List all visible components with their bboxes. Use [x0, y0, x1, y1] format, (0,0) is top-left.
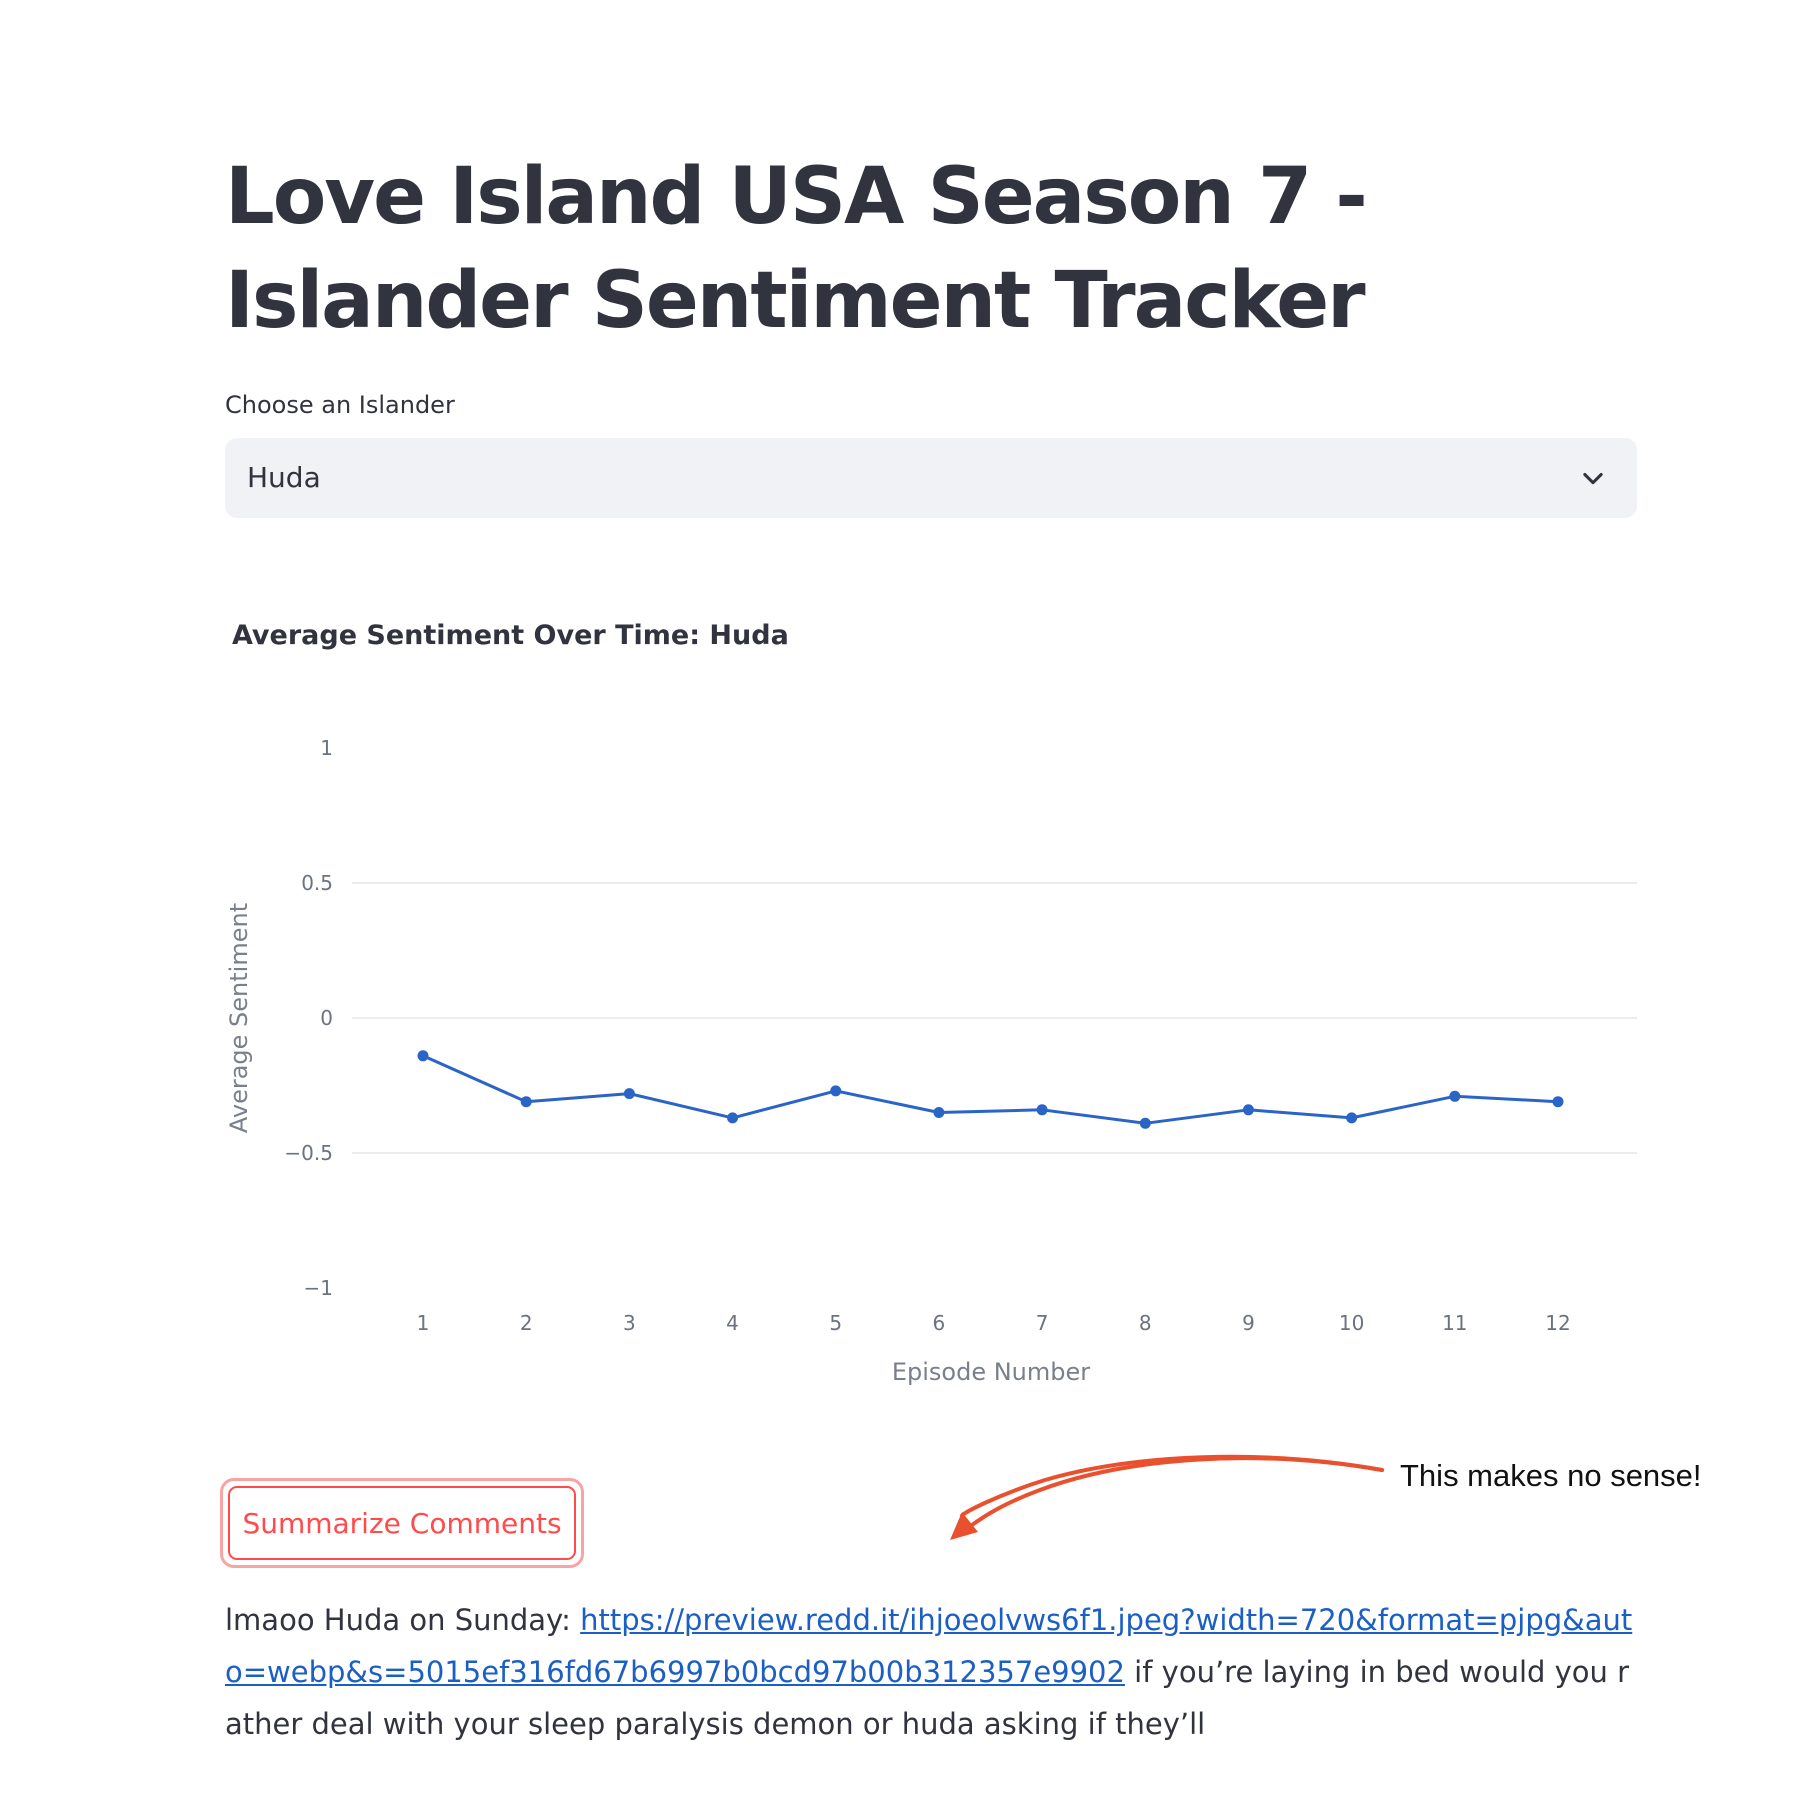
data-point — [727, 1112, 739, 1124]
comment-text: lmaoo Huda on Sunday: https://preview.re… — [225, 1594, 1645, 1750]
y-tick-label: 1 — [320, 736, 333, 760]
data-point — [1449, 1090, 1461, 1102]
y-tick-label: −1 — [304, 1276, 333, 1300]
x-tick-label: 3 — [623, 1311, 636, 1335]
annotation-arrowhead — [950, 1512, 978, 1540]
comment-prefix: lmaoo Huda on Sunday: — [225, 1603, 581, 1637]
comment-suffix: if you’re laying in bed would you rather… — [225, 1655, 1630, 1741]
sentiment-chart: Average Sentiment Over Time: Huda 1 0.5 0 −… — [225, 600, 1650, 1400]
y-axis-title: Average Sentiment — [225, 903, 253, 1133]
x-tick-label: 8 — [1139, 1311, 1152, 1335]
annotation-text: This makes no sense! — [1400, 1458, 1702, 1493]
x-tick-label: 2 — [520, 1311, 533, 1335]
page-title: Love Island USA Season 7 - Islander Sent… — [225, 152, 1368, 346]
islander-select-label: Choose an Islander — [225, 391, 455, 419]
annotation-arrow-line — [959, 1454, 1384, 1518]
data-point — [417, 1050, 429, 1062]
islander-select[interactable]: Huda — [225, 438, 1637, 518]
summarize-comments-label: Summarize Comments — [228, 1486, 576, 1560]
x-tick-label: 9 — [1242, 1311, 1255, 1335]
data-point — [1552, 1096, 1564, 1108]
chart-title: Average Sentiment Over Time: Huda — [232, 620, 789, 651]
y-tick-label: 0 — [320, 1006, 333, 1030]
y-tick-label: −0.5 — [284, 1141, 333, 1165]
data-point — [1036, 1104, 1048, 1116]
x-tick-label: 12 — [1545, 1311, 1570, 1335]
x-tick-label: 7 — [1036, 1311, 1049, 1335]
summarize-comments-button[interactable]: Summarize Comments — [220, 1478, 584, 1568]
data-point — [1242, 1104, 1254, 1116]
x-axis-title: Episode Number — [892, 1358, 1090, 1386]
data-point — [520, 1096, 532, 1108]
x-tick-label: 4 — [726, 1311, 739, 1335]
x-tick-label: 6 — [933, 1311, 946, 1335]
islander-select-value: Huda — [247, 461, 321, 494]
chevron-down-icon — [1583, 472, 1603, 485]
data-point — [1346, 1112, 1358, 1124]
data-point — [623, 1088, 635, 1100]
y-tick-label: 0.5 — [301, 871, 333, 895]
comment-link[interactable]: https://preview.redd.it/ihjoeolvws6f1.jp… — [225, 1603, 1633, 1689]
x-tick-label: 5 — [829, 1311, 842, 1335]
annotation-arrow-line-main — [966, 1456, 1384, 1530]
data-point — [830, 1085, 842, 1097]
data-point — [933, 1107, 945, 1118]
data-point — [1139, 1117, 1151, 1129]
x-tick-label: 1 — [417, 1311, 430, 1335]
x-tick-label: 10 — [1339, 1311, 1364, 1335]
series-line — [422, 1054, 1559, 1125]
x-tick-label: 11 — [1442, 1311, 1467, 1335]
